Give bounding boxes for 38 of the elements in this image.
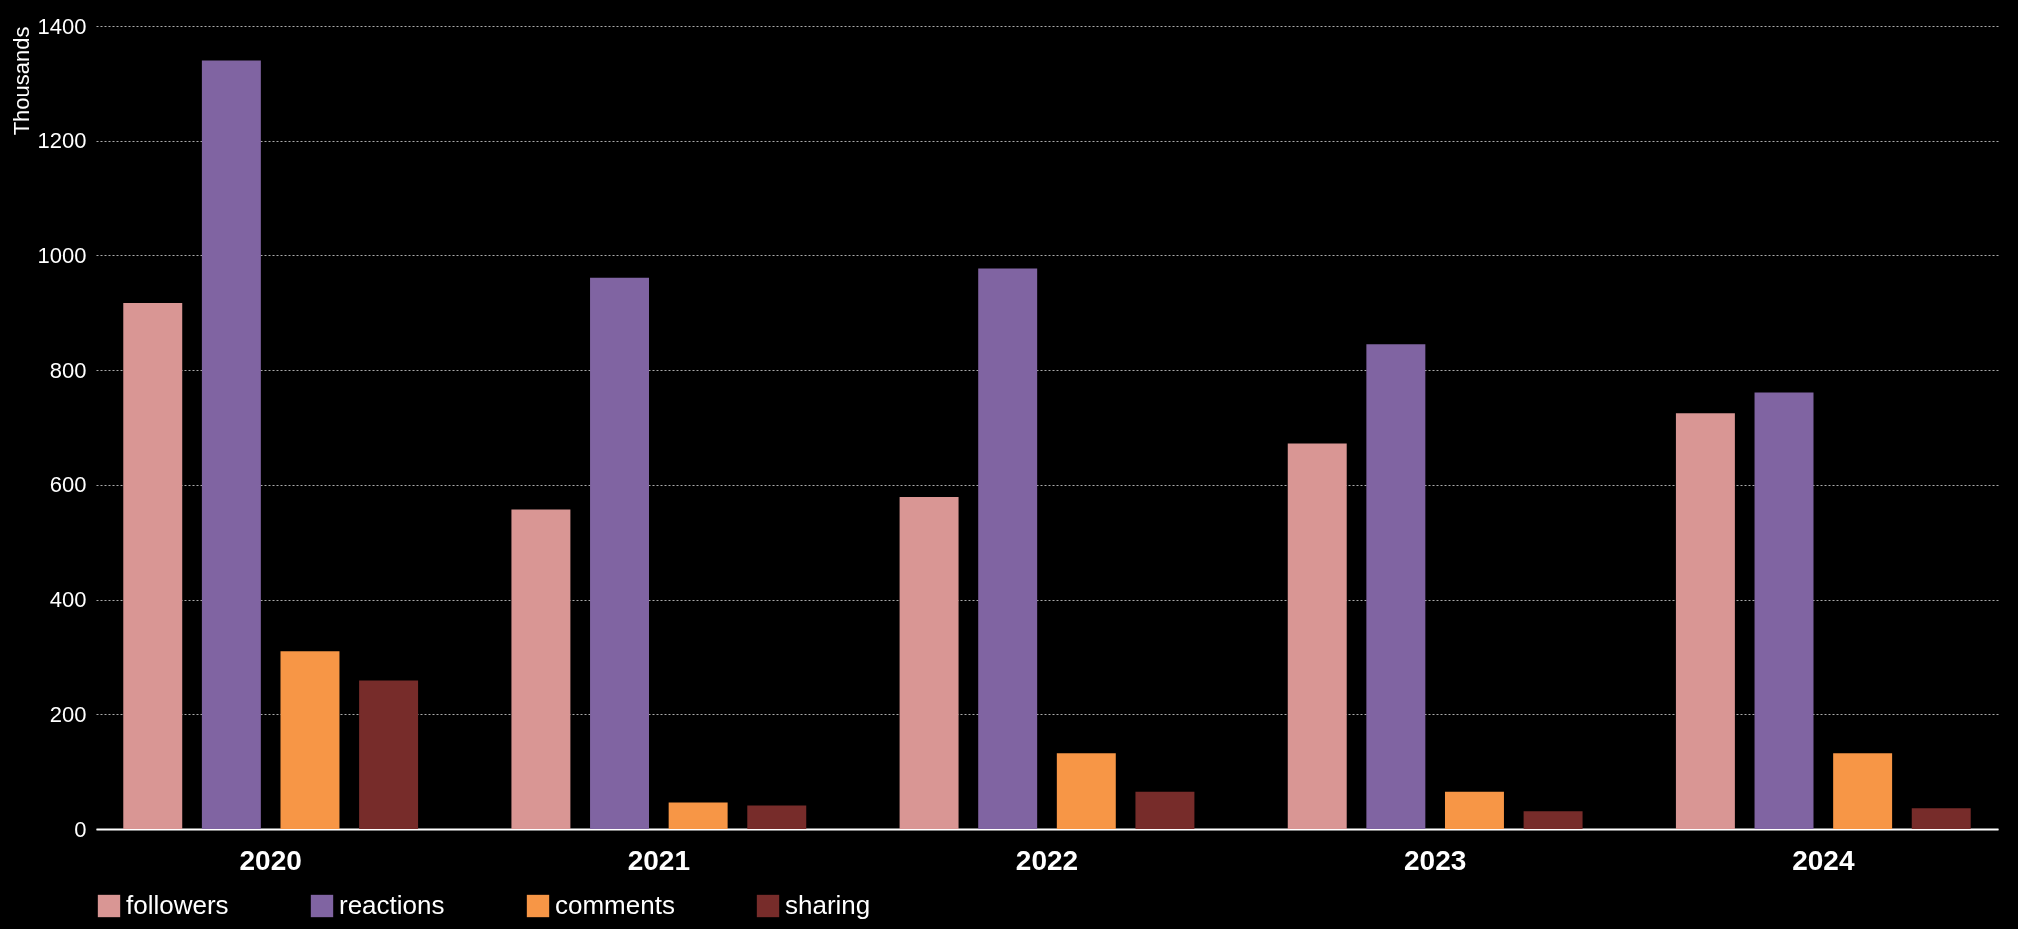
legend-label: sharing xyxy=(785,890,871,920)
y-tick-label: 1000 xyxy=(37,242,87,268)
bar xyxy=(1135,791,1195,829)
y-tick-label: 600 xyxy=(49,472,87,498)
x-tick-label: 2020 xyxy=(239,844,302,876)
bar xyxy=(1833,753,1893,829)
y-tick-label: 400 xyxy=(49,587,87,613)
legend-label: reactions xyxy=(339,890,445,920)
x-tick-label: 2021 xyxy=(627,844,690,876)
bar xyxy=(1056,753,1116,829)
y-tick-label: 0 xyxy=(74,816,87,842)
bar xyxy=(123,303,183,829)
bar xyxy=(747,805,807,829)
x-tick-label: 2024 xyxy=(1792,844,1855,876)
bar xyxy=(590,277,650,829)
bar xyxy=(1911,808,1971,829)
bar xyxy=(280,651,340,829)
bar xyxy=(1444,791,1504,829)
bar xyxy=(668,802,728,829)
bar xyxy=(1366,344,1426,829)
y-tick-label: 200 xyxy=(49,701,87,727)
legend-label: comments xyxy=(555,890,675,920)
bar xyxy=(201,60,261,829)
bar xyxy=(1523,811,1583,829)
y-axis-title: Thousands xyxy=(8,26,34,136)
y-tick-label: 1200 xyxy=(37,128,87,154)
bar xyxy=(978,268,1038,829)
y-tick-label: 800 xyxy=(49,357,87,383)
y-tick-label: 1400 xyxy=(37,13,87,39)
bar xyxy=(359,680,419,829)
bar xyxy=(1675,413,1735,829)
bar xyxy=(511,509,571,829)
bar xyxy=(899,496,959,829)
bar xyxy=(1754,392,1814,829)
x-tick-label: 2022 xyxy=(1015,844,1079,876)
bar xyxy=(1287,443,1347,829)
legend-label: followers xyxy=(126,890,229,920)
x-tick-label: 2023 xyxy=(1404,844,1467,876)
